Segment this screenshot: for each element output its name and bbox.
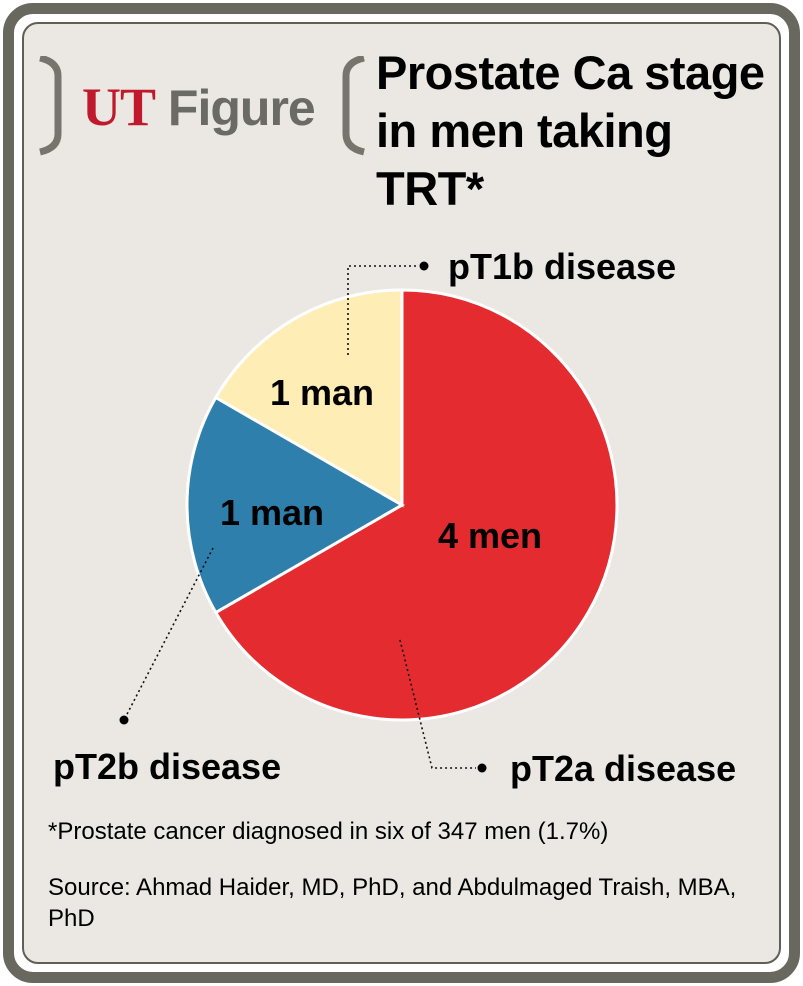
pie-slice-pt2b (185, 395, 405, 615)
logo-brackets (39, 56, 365, 156)
callout-dot-pt2b (119, 715, 129, 725)
pie-slice-pt2a (213, 288, 619, 722)
title-line-3: TRT* (376, 162, 484, 215)
slice-category-label-pt1b: pT1b disease (448, 246, 676, 287)
slice-category-label-pt2a: pT2a disease (510, 748, 736, 789)
source-credit: Source: Ahmad Haider, MD, PhD, and Abdul… (48, 874, 737, 932)
footnote: *Prostate cancer diagnosed in six of 347… (48, 818, 609, 845)
callout-line-pt2b (123, 547, 214, 721)
slice-category-label-pt2b: pT2b disease (53, 746, 281, 787)
ut-figure-logo: UT Figure (38, 56, 368, 156)
chart-title: Prostate Ca stage in men taking TRT* (376, 44, 776, 218)
callout-line-pt2a (399, 639, 476, 769)
logo-ut: UT (82, 77, 156, 137)
slice-value-label-pt2b: 1 man (220, 492, 324, 533)
title-line-2: in men taking (376, 104, 673, 157)
slice-value-label-pt1b: 1 man (270, 372, 374, 413)
logo-figure: Figure (167, 80, 316, 136)
slice-value-label-pt2a: 4 men (438, 515, 542, 556)
callout-dot-pt1b (419, 261, 429, 271)
title-line-1: Prostate Ca stage (376, 46, 765, 99)
pie-slice-pt1b (213, 288, 404, 508)
logo-text: UT Figure (82, 76, 316, 138)
callout-dot-pt2a (477, 763, 487, 773)
